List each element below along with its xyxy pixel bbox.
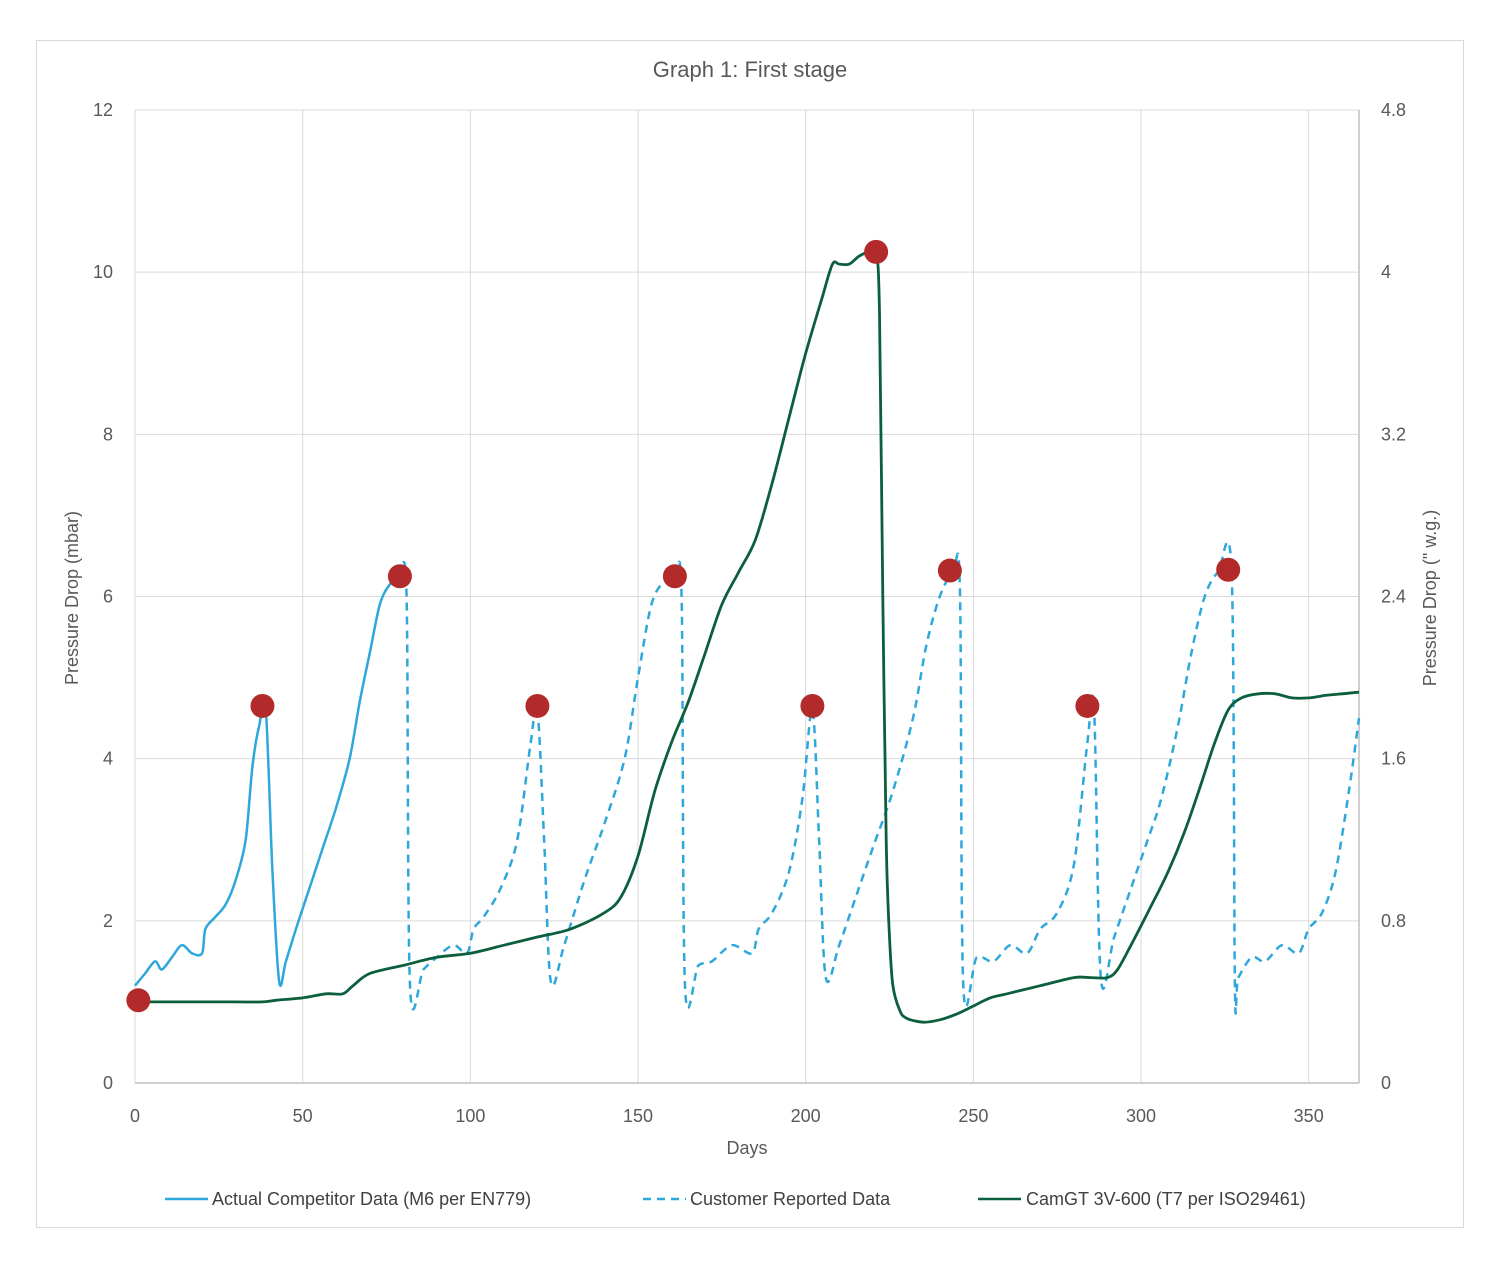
y-tick-label: 4 [103,749,113,769]
legend-label-competitor: Actual Competitor Data (M6 per EN779) [212,1189,531,1209]
x-tick-label: 150 [623,1106,653,1126]
y-axis-label: Pressure Drop (mbar) [62,511,82,685]
marker-point [1075,693,1100,718]
series-line-customer [398,540,1361,1015]
marker-point [525,693,550,718]
x-axis-label: Days [726,1138,767,1158]
x-tick-label: 350 [1294,1106,1324,1126]
y-tick-label: 8 [103,424,113,444]
y2-tick-label: 2.4 [1381,587,1406,607]
chart-frame [36,40,1464,1228]
x-tick-label: 100 [455,1106,485,1126]
series-line-camgt [134,246,1360,1024]
marker-point [864,239,889,264]
marker-point [387,564,412,589]
grid [134,109,1360,1084]
y2-tick-label: 1.6 [1381,749,1406,769]
series-line-competitor [134,575,401,987]
y2-tick-label: 4 [1381,262,1391,282]
y-tick-label: 2 [103,911,113,931]
marker-point [800,693,825,718]
legend-label-customer: Customer Reported Data [690,1189,891,1209]
legend: Actual Competitor Data (M6 per EN779) Cu… [165,1189,1306,1209]
y2-tick-label: 0 [1381,1073,1391,1093]
marker-point [126,988,151,1013]
y-tick-label: 10 [93,262,113,282]
marker-point [250,693,275,718]
marker-point [1216,557,1241,582]
y2-tick-label: 4.8 [1381,100,1406,120]
y-tick-label: 6 [103,587,113,607]
y-tick-label: 12 [93,100,113,120]
y2-axis-label: Pressure Drop (" w.g.) [1420,510,1440,686]
y2-tick-label: 0.8 [1381,911,1406,931]
x-tick-label: 200 [791,1106,821,1126]
series-layer [134,246,1361,1024]
marker-point [937,558,962,583]
ticks: 0 02 0.84 1.66 2.48 3.210 412 4.80 50 100 150 200 25… [93,100,1406,1126]
marker-point [662,564,687,589]
chart-title: Graph 1: First stage [653,57,847,82]
x-tick-label: 50 [293,1106,313,1126]
x-tick-label: 250 [958,1106,988,1126]
y2-tick-label: 3.2 [1381,424,1406,444]
x-tick-label: 0 [130,1106,140,1126]
y-tick-label: 0 [103,1073,113,1093]
marker-layer [126,239,1241,1013]
x-tick-label: 300 [1126,1106,1156,1126]
legend-label-camgt: CamGT 3V-600 (T7 per ISO29461) [1026,1189,1306,1209]
